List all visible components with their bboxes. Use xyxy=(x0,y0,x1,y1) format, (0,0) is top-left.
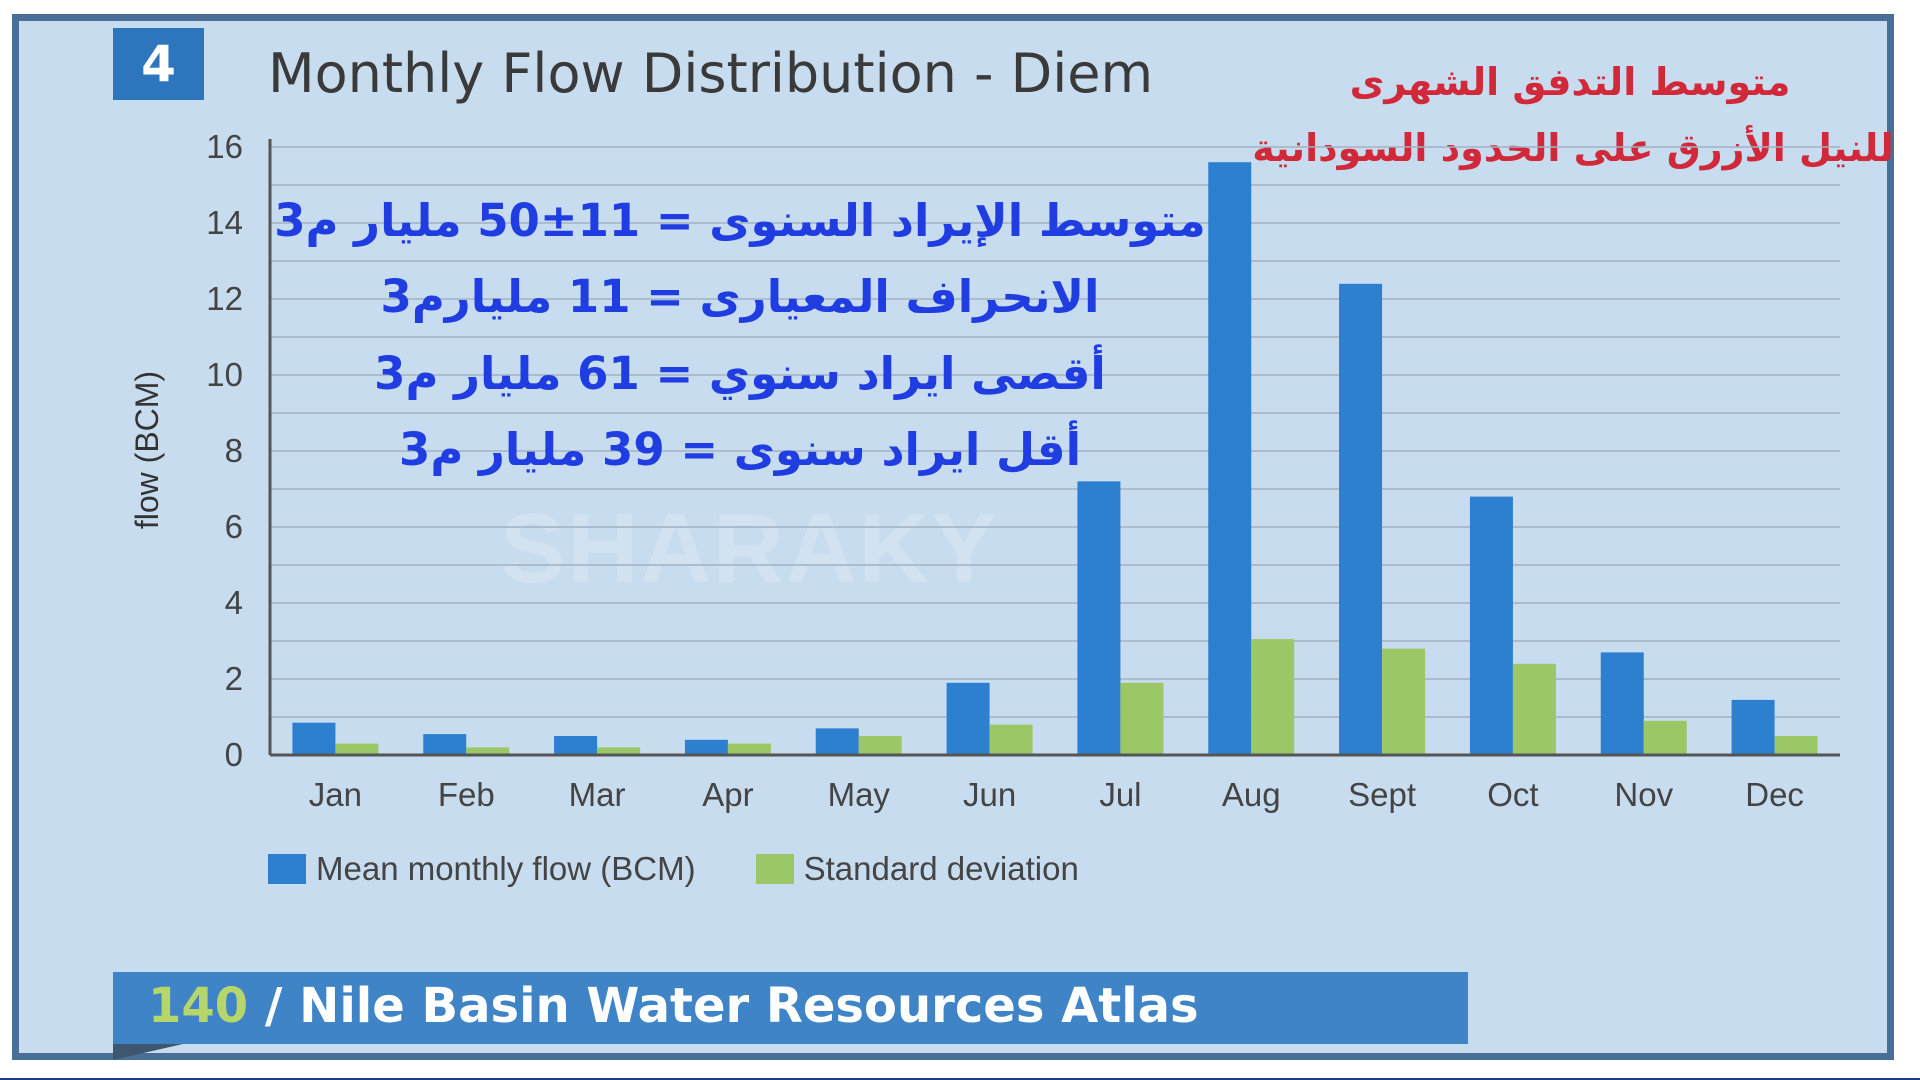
y-tick-label: 10 xyxy=(206,356,243,393)
bar-mean-oct xyxy=(1469,496,1513,755)
bar-mean-mar xyxy=(554,736,598,755)
watermark: SHARAKY xyxy=(500,493,999,603)
legend-label-std: Standard deviation xyxy=(803,850,1079,887)
bar-std-sept xyxy=(1382,648,1426,755)
bar-mean-aug xyxy=(1208,162,1252,755)
bottom-border-line xyxy=(0,1078,1920,1080)
chart-title: Monthly Flow Distribution - Diem xyxy=(268,42,1154,105)
y-tick-label: 8 xyxy=(225,432,243,469)
annotation-min-annual: أقل ايراد سنوى = 39 مليار م3 xyxy=(399,423,1081,476)
bar-std-aug xyxy=(1251,639,1295,755)
bar-mean-may xyxy=(815,728,859,755)
y-tick-label: 0 xyxy=(225,736,243,773)
bar-std-jul xyxy=(1120,682,1164,755)
annotation-std-dev: الانحراف المعيارى = 11 مليارم3 xyxy=(380,270,1100,323)
arabic-title-line-1: متوسط التدفق الشهرى xyxy=(1349,60,1791,104)
annotation-max-annual: أقصى ايراد سنوي = 61 مليار م3 xyxy=(374,347,1106,400)
x-tick-label: Apr xyxy=(702,776,753,813)
figure-frame xyxy=(12,14,1894,1060)
bar-mean-sept xyxy=(1339,283,1383,755)
figure-number-badge: 4 xyxy=(113,28,204,100)
bar-mean-feb xyxy=(423,734,467,755)
y-axis-label: flow (BCM) xyxy=(129,371,165,529)
bar-mean-nov xyxy=(1600,652,1644,755)
bar-mean-jan xyxy=(292,722,336,755)
x-tick-label: Nov xyxy=(1614,776,1673,813)
x-tick-label: Sept xyxy=(1348,776,1416,813)
bar-mean-dec xyxy=(1731,699,1775,755)
footer-separator: / xyxy=(264,978,283,1034)
x-tick-label: May xyxy=(828,776,891,813)
legend-swatch-mean xyxy=(268,854,306,884)
legend-label-mean: Mean monthly flow (BCM) xyxy=(316,850,696,887)
x-tick-label: Feb xyxy=(438,776,495,813)
x-tick-labels: Jan Feb Mar Apr May Jun Jul Aug Sept Oct Nov Dec xyxy=(309,776,1804,813)
bar-mean-apr xyxy=(684,739,728,755)
x-tick-label: Jul xyxy=(1099,776,1141,813)
axes xyxy=(268,139,1840,757)
y-tick-label: 16 xyxy=(206,128,243,165)
x-tick-label: Jun xyxy=(963,776,1016,813)
y-tick-label: 4 xyxy=(225,584,243,621)
bar-mean-jul xyxy=(1077,481,1121,755)
annotation-annual-mean: متوسط الإيراد السنوى = 11±50 مليار م3 xyxy=(274,194,1206,247)
y-tick-label: 12 xyxy=(206,280,243,317)
bar-std-dec xyxy=(1774,736,1818,755)
legend: Mean monthly flow (BCM) Standard deviati… xyxy=(268,850,1139,888)
bar-std-feb xyxy=(466,747,510,755)
bar-std-mar xyxy=(597,747,641,755)
legend-item-std: Standard deviation xyxy=(755,850,1079,888)
bar-std-nov xyxy=(1643,720,1687,755)
y-tick-label: 6 xyxy=(225,508,243,545)
bar-std-may xyxy=(858,736,902,755)
x-tick-label: Oct xyxy=(1487,776,1538,813)
legend-item-mean: Mean monthly flow (BCM) xyxy=(268,850,696,888)
gridlines xyxy=(270,146,1840,718)
bar-std-apr xyxy=(727,743,771,755)
bar-std-jun xyxy=(989,724,1033,755)
y-tick-labels: 0 2 4 6 8 10 12 14 16 xyxy=(206,128,243,773)
y-tick-label: 2 xyxy=(225,660,243,697)
footer-tab xyxy=(113,1044,183,1060)
y-tick-label: 14 xyxy=(206,204,243,241)
footer-text: 140 / Nile Basin Water Resources Atlas xyxy=(148,978,1199,1034)
footer-title: Nile Basin Water Resources Atlas xyxy=(299,978,1199,1034)
arabic-title-line-2: للنيل الأزرق على الحدود السودانية xyxy=(1252,126,1894,170)
footer-bar xyxy=(113,972,1468,1044)
x-tick-label: Jan xyxy=(309,776,362,813)
bar-std-oct xyxy=(1512,663,1556,755)
bar-std-jan xyxy=(335,743,379,755)
x-tick-label: Dec xyxy=(1745,776,1804,813)
legend-swatch-std xyxy=(755,854,794,884)
bar-mean-jun xyxy=(946,682,990,755)
x-tick-label: Aug xyxy=(1222,776,1281,813)
x-tick-label: Mar xyxy=(569,776,626,813)
footer-page-number: 140 xyxy=(148,978,249,1034)
bars xyxy=(292,162,1818,755)
